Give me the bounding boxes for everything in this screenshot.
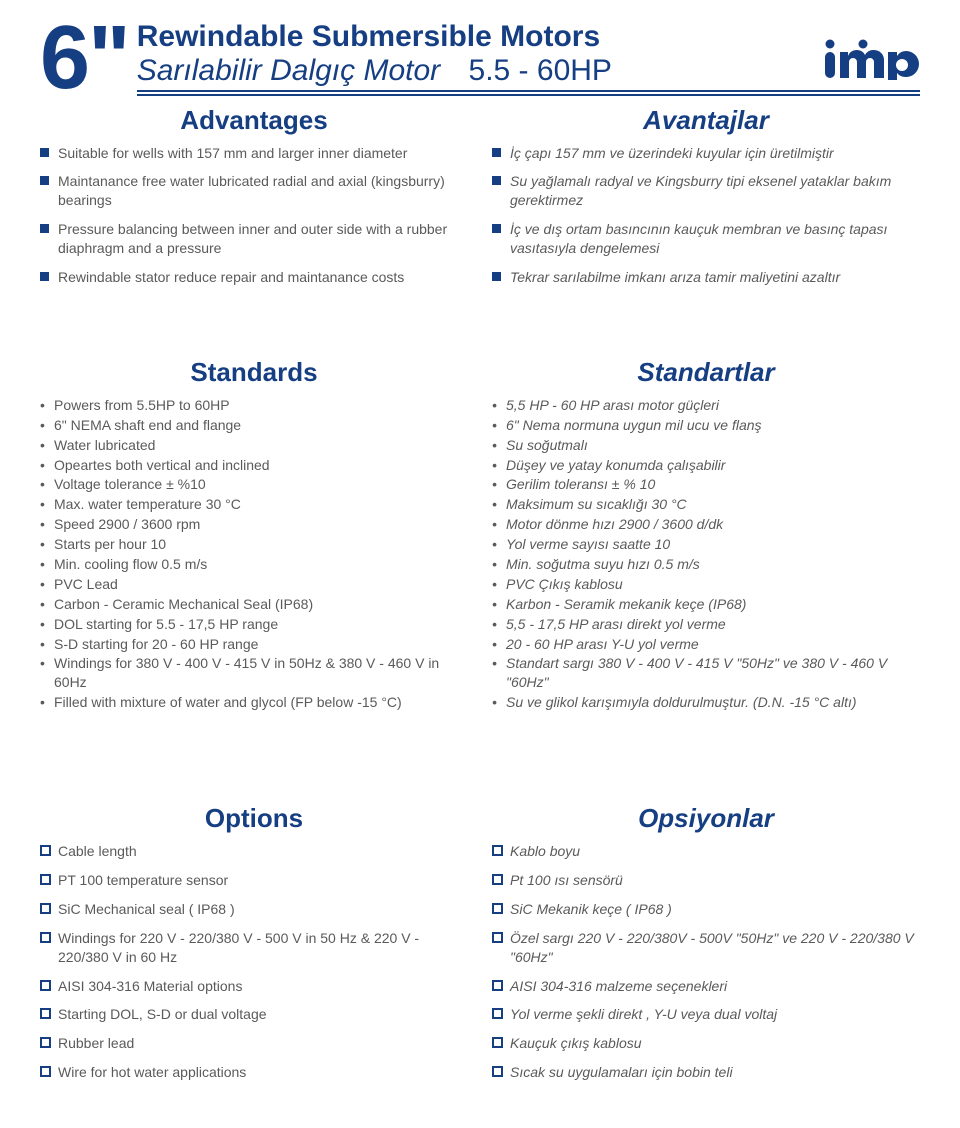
- list-item: PVC Lead: [40, 575, 468, 594]
- standards-list-en: Powers from 5.5HP to 60HP 6" NEMA shaft …: [40, 396, 468, 712]
- options-list-tr: Kablo boyu Pt 100 ısı sensörü SiC Mekani…: [492, 842, 920, 1082]
- list-item: Kauçuk çıkış kablosu: [492, 1034, 920, 1053]
- list-item: Voltage tolerance ± %10: [40, 475, 468, 494]
- options-section: Options Cable length PT 100 temperature …: [40, 803, 920, 1092]
- list-item: Min. cooling flow 0.5 m/s: [40, 555, 468, 574]
- title-tr: Sarılabilir Dalgıç Motor 5.5 - 60HP: [137, 54, 920, 88]
- list-item: Kablo boyu: [492, 842, 920, 861]
- list-item: Su ve glikol karışımıyla doldurulmuştur.…: [492, 693, 920, 712]
- advantages-list-en: Suitable for wells with 157 mm and large…: [40, 144, 468, 287]
- list-item: Maintanance free water lubricated radial…: [40, 172, 468, 210]
- title-en: Rewindable Submersible Motors: [137, 20, 920, 54]
- list-item: Yol verme sayısı saatte 10: [492, 535, 920, 554]
- list-item: Motor dönme hızı 2900 / 3600 d/dk: [492, 515, 920, 534]
- list-item: Cable length: [40, 842, 468, 861]
- list-item: Standart sargı 380 V - 400 V - 415 V "50…: [492, 654, 920, 692]
- title-block: Rewindable Submersible Motors Sarılabili…: [137, 20, 920, 96]
- options-right: Opsiyonlar Kablo boyu Pt 100 ısı sensörü…: [492, 803, 920, 1092]
- standards-section: Standards Powers from 5.5HP to 60HP 6" N…: [40, 357, 920, 713]
- options-left: Options Cable length PT 100 temperature …: [40, 803, 468, 1092]
- list-item: 6" NEMA shaft end and flange: [40, 416, 468, 435]
- list-item: PT 100 temperature sensor: [40, 871, 468, 890]
- size-label: 6": [40, 20, 129, 97]
- list-item: İç çapı 157 mm ve üzerindeki kuyular içi…: [492, 144, 920, 163]
- list-item: Rewindable stator reduce repair and main…: [40, 268, 468, 287]
- list-item: Gerilim toleransı ± % 10: [492, 475, 920, 494]
- list-item: Düşey ve yatay konumda çalışabilir: [492, 456, 920, 475]
- list-item: Maksimum su sıcaklığı 30 °C: [492, 495, 920, 514]
- header-rule: [137, 90, 920, 96]
- list-item: Özel sargı 220 V - 220/380V - 500V "50Hz…: [492, 929, 920, 967]
- list-item: Pt 100 ısı sensörü: [492, 871, 920, 890]
- advantages-left: Advantages Suitable for wells with 157 m…: [40, 105, 468, 297]
- title-tr-text: Sarılabilir Dalgıç Motor: [137, 54, 440, 87]
- list-item: Wire for hot water applications: [40, 1063, 468, 1082]
- list-item: Tekrar sarılabilme imkanı arıza tamir ma…: [492, 268, 920, 287]
- standards-title-en: Standards: [40, 357, 468, 388]
- list-item: Opeartes both vertical and inclined: [40, 456, 468, 475]
- list-item: Yol verme şekli direkt , Y-U veya dual v…: [492, 1005, 920, 1024]
- options-title-tr: Opsiyonlar: [492, 803, 920, 834]
- advantages-title-tr: Avantajlar: [492, 105, 920, 136]
- list-item: PVC Çıkış kablosu: [492, 575, 920, 594]
- list-item: Max. water temperature 30 °C: [40, 495, 468, 514]
- list-item: Filled with mixture of water and glycol …: [40, 693, 468, 712]
- hp-range: 5.5 - 60HP: [469, 54, 612, 87]
- list-item: 20 - 60 HP arası Y-U yol verme: [492, 635, 920, 654]
- list-item: Carbon - Ceramic Mechanical Seal (IP68): [40, 595, 468, 614]
- list-item: AISI 304-316 Material options: [40, 977, 468, 996]
- list-item: DOL starting for 5.5 - 17,5 HP range: [40, 615, 468, 634]
- brand-logo: [820, 36, 920, 82]
- list-item: Windings for 220 V - 220/380 V - 500 V i…: [40, 929, 468, 967]
- list-item: 5,5 HP - 60 HP arası motor güçleri: [492, 396, 920, 415]
- list-item: Powers from 5.5HP to 60HP: [40, 396, 468, 415]
- advantages-right: Avantajlar İç çapı 157 mm ve üzerindeki …: [492, 105, 920, 297]
- list-item: SiC Mechanical seal ( IP68 ): [40, 900, 468, 919]
- list-item: Pressure balancing between inner and out…: [40, 220, 468, 258]
- list-item: Su soğutmalı: [492, 436, 920, 455]
- list-item: Starts per hour 10: [40, 535, 468, 554]
- header: 6" Rewindable Submersible Motors Sarılab…: [40, 20, 920, 97]
- list-item: SiC Mekanik keçe ( IP68 ): [492, 900, 920, 919]
- list-item: 6" Nema normuna uygun mil ucu ve flanş: [492, 416, 920, 435]
- list-item: Suitable for wells with 157 mm and large…: [40, 144, 468, 163]
- list-item: Windings for 380 V - 400 V - 415 V in 50…: [40, 654, 468, 692]
- list-item: Speed 2900 / 3600 rpm: [40, 515, 468, 534]
- advantages-title-en: Advantages: [40, 105, 468, 136]
- list-item: İç ve dış ortam basıncının kauçuk membra…: [492, 220, 920, 258]
- advantages-list-tr: İç çapı 157 mm ve üzerindeki kuyular içi…: [492, 144, 920, 287]
- list-item: Min. soğutma suyu hızı 0.5 m/s: [492, 555, 920, 574]
- list-item: Su yağlamalı radyal ve Kingsburry tipi e…: [492, 172, 920, 210]
- list-item: 5,5 - 17,5 HP arası direkt yol verme: [492, 615, 920, 634]
- standards-title-tr: Standartlar: [492, 357, 920, 388]
- list-item: AISI 304-316 malzeme seçenekleri: [492, 977, 920, 996]
- options-list-en: Cable length PT 100 temperature sensor S…: [40, 842, 468, 1082]
- standards-right: Standartlar 5,5 HP - 60 HP arası motor g…: [492, 357, 920, 713]
- standards-list-tr: 5,5 HP - 60 HP arası motor güçleri 6" Ne…: [492, 396, 920, 712]
- standards-left: Standards Powers from 5.5HP to 60HP 6" N…: [40, 357, 468, 713]
- advantages-section: Advantages Suitable for wells with 157 m…: [40, 105, 920, 297]
- list-item: Water lubricated: [40, 436, 468, 455]
- list-item: Karbon - Seramik mekanik keçe (IP68): [492, 595, 920, 614]
- options-title-en: Options: [40, 803, 468, 834]
- list-item: S-D starting for 20 - 60 HP range: [40, 635, 468, 654]
- list-item: Sıcak su uygulamaları için bobin teli: [492, 1063, 920, 1082]
- list-item: Starting DOL, S-D or dual voltage: [40, 1005, 468, 1024]
- list-item: Rubber lead: [40, 1034, 468, 1053]
